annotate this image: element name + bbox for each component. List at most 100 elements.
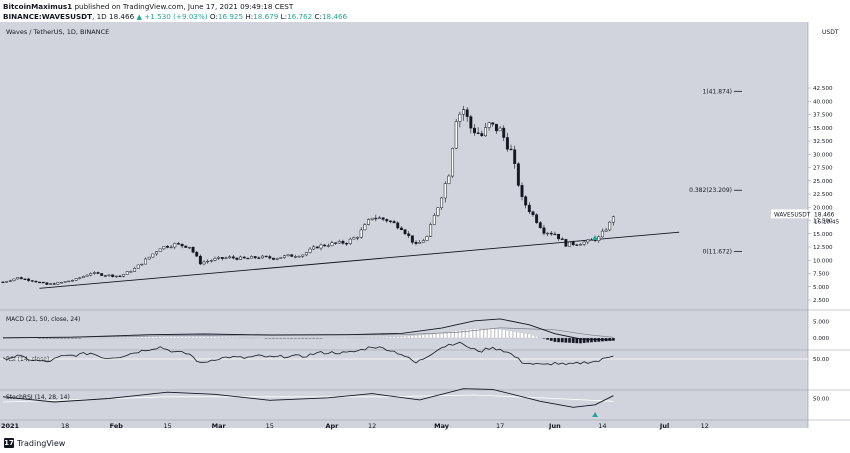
support-trendline[interactable] <box>39 231 680 289</box>
candle <box>399 227 403 231</box>
candle <box>370 217 374 220</box>
candle <box>228 256 232 259</box>
candle <box>516 163 520 186</box>
macd-histogram-bar <box>578 337 582 344</box>
candle <box>520 185 524 197</box>
candle <box>575 244 579 246</box>
macd-histogram-bar <box>213 336 217 339</box>
macd-histogram-bar <box>418 334 422 339</box>
candle <box>78 277 82 279</box>
macd-histogram-bar <box>531 335 535 339</box>
stochrsi-title: StochRSI (14, 28, 14) <box>6 394 70 401</box>
rsi-panel: RSI (14, close) 50.00 <box>0 341 829 366</box>
macd-histogram-bar <box>162 336 166 339</box>
macd-histogram-bar <box>198 336 202 339</box>
candle <box>151 253 155 258</box>
candle <box>571 241 575 245</box>
candle <box>191 246 195 253</box>
macd-histogram-bar <box>136 336 140 339</box>
price-tick-label: 42.500 <box>813 86 833 92</box>
candle <box>498 127 502 132</box>
candle <box>5 281 9 283</box>
candle <box>96 272 100 274</box>
symbol: BINANCE:WAVESUSDT <box>3 12 93 21</box>
candle <box>473 127 476 134</box>
macd-histogram-bar <box>374 337 378 339</box>
candle <box>81 276 85 278</box>
candle <box>261 255 264 259</box>
candle <box>239 256 243 260</box>
candle <box>198 255 202 265</box>
candle <box>432 215 436 225</box>
time-tick-label: Jun <box>548 422 561 430</box>
macd-histogram-bar <box>498 328 502 339</box>
macd-tick-label: 0.000 <box>813 336 829 342</box>
candle <box>531 211 535 215</box>
candle <box>49 283 52 285</box>
macd-histogram-bar <box>388 336 392 339</box>
candle <box>100 273 104 276</box>
candle <box>385 219 389 222</box>
macd-histogram-bar <box>147 336 151 339</box>
candle <box>41 281 45 284</box>
candle <box>213 258 217 261</box>
price-axis-background <box>808 22 850 428</box>
candle <box>414 242 418 244</box>
candle <box>476 132 480 134</box>
macd-histogram-bar <box>381 336 385 339</box>
candle <box>279 257 283 259</box>
high-value: 18.679 <box>253 12 279 21</box>
candle <box>286 254 290 257</box>
candle <box>590 239 593 241</box>
macd-histogram-bar <box>546 337 550 340</box>
rsi-tick-label: 50.00 <box>813 357 829 363</box>
candle <box>611 216 615 223</box>
price-tick-label: 10.000 <box>813 258 833 264</box>
candle <box>38 281 41 284</box>
candle <box>290 254 294 257</box>
candle <box>586 239 590 243</box>
candle <box>253 256 257 259</box>
macd-histogram-bar <box>403 336 407 339</box>
candle <box>16 277 20 280</box>
candle <box>356 237 359 239</box>
time-tick-label: 15 <box>266 422 274 430</box>
candle <box>535 214 539 223</box>
price-tick-label: 37.500 <box>813 113 833 119</box>
macd-histogram-bar <box>454 330 458 339</box>
candle <box>111 274 115 277</box>
candle <box>451 148 455 177</box>
macd-histogram-bar <box>432 333 436 339</box>
publish-header: BitcoinMaximus1 published on TradingView… <box>3 2 293 11</box>
chart-canvas[interactable]: 2021 18 Feb 15 Mar 15 Apr 12 May 17 Jun 14 Jul 12 Wav… <box>0 22 850 436</box>
candle <box>553 233 557 236</box>
price-chart-title: Waves / TetherUS, 1D, BINANCE <box>6 28 109 36</box>
macd-histogram-bar <box>165 336 169 339</box>
candle <box>34 280 38 283</box>
candle <box>89 273 93 276</box>
candle <box>60 282 63 284</box>
candle <box>363 224 367 231</box>
candle <box>582 241 586 245</box>
macd-histogram-bar <box>538 337 542 339</box>
price-tick-label: 15.000 <box>813 232 833 238</box>
price-tick-label: 17.500 <box>813 219 833 225</box>
candle <box>195 251 199 257</box>
time-tick-label: 18 <box>61 422 69 430</box>
macd-histogram-bar <box>462 329 466 339</box>
symbol-tag: WAVESUSDT <box>774 212 811 218</box>
macd-histogram-bar <box>140 336 144 339</box>
close-value: 18.466 <box>321 12 348 21</box>
macd-tick-label: 5.000 <box>813 320 829 326</box>
candle <box>392 221 396 224</box>
tradingview-logo-icon: 17 <box>4 438 14 448</box>
candle <box>407 233 411 236</box>
macd-histogram-bar <box>516 332 520 339</box>
macd-histogram-bar <box>549 337 553 341</box>
author-name[interactable]: BitcoinMaximus1 <box>3 2 73 11</box>
candle <box>85 274 89 277</box>
macd-histogram-bar <box>180 336 184 339</box>
candle <box>487 122 491 128</box>
price-change: +1.530 (+9.03%) <box>144 12 208 21</box>
buy-signal-arrow-icon <box>592 412 599 417</box>
